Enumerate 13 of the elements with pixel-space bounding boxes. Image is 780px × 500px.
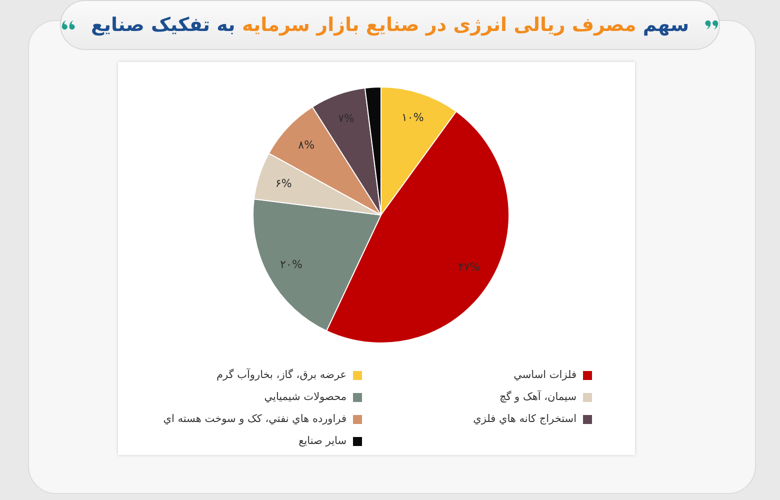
legend-label: فلزات اساسي [514,369,576,381]
legend-label: فراورده هاي نفتي، کک و سوخت هسته اي [163,413,346,425]
legend-label: ساير صنايع [298,435,346,447]
chart-title: سهم مصرف ریالی انرژی در صنایع بازار سرمایه به تفکیک صنایع [90,14,690,36]
legend-label: استخراج کانه هاي فلزي [473,413,576,425]
legend-label: محصولات شيميايي [264,391,346,403]
data-label: ۶% [275,176,292,190]
legend-label: عرضه برق، گاز، بخاروآب گرم [216,369,346,381]
data-label: ۸% [298,138,315,152]
data-label: ۱۰% [402,111,424,124]
data-label: ۴۷% [458,260,480,274]
legend-label: سيمان، آهک و گچ [499,391,576,403]
data-label: ۲۰% [280,258,302,271]
